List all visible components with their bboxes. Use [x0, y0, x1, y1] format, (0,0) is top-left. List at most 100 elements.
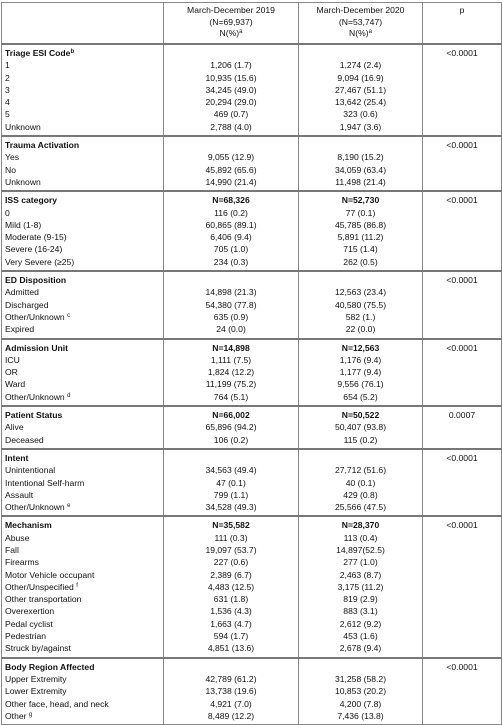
cell-value: 654 (5.2) — [343, 391, 378, 402]
cell-value: 22 (0.0) — [345, 324, 376, 335]
header-cell: p — [422, 2, 502, 45]
section-n — [302, 139, 419, 151]
header-cell — [1, 2, 164, 45]
value-cell: N=50,522 50,407 (93.8) 115 (0.2) — [298, 405, 423, 450]
cell-value: 429 (0.8) — [343, 489, 378, 500]
cell-value: 764 (5.1) — [213, 391, 249, 402]
cell-value: 106 (0.2) — [213, 434, 249, 445]
value-cell: 1,206 (1.7) 10,935 (15.6) 34,245 (49.0) 20,… — [163, 43, 299, 137]
section-title: ISS category — [5, 194, 160, 206]
value-cell: 31,258 (58.2) 10,853 (20.2) 4,200 (7.8) 7,4… — [298, 657, 423, 725]
row-label-text: 3 — [5, 84, 10, 95]
section-n — [302, 47, 419, 59]
value-cell: 42,789 (61.2) 13,738 (19.6) 4,921 (7.0) 8,4… — [163, 657, 299, 725]
section-title-text: ISS category — [5, 195, 58, 206]
cell-value: 635 (0.9) — [213, 311, 249, 322]
row-label-text: Deceased — [5, 434, 44, 445]
cell-value: 594 (1.7) — [213, 631, 249, 642]
cell-value: 34,245 (49.0) — [205, 84, 257, 95]
row-label: Other/Unknown c — [5, 311, 160, 323]
section-n: N=28,370 — [341, 520, 380, 531]
cell-value: 1,177 (9.4) — [339, 367, 382, 378]
row-label: Intentional Self-harm — [5, 477, 160, 489]
row-label-text: Other — [5, 710, 27, 721]
section-title: Body Region Affected — [5, 661, 160, 673]
label-cell: ED Disposition Admitted Discharged Other/Un… — [1, 270, 164, 340]
cell-value: 50,407 (93.8) — [334, 422, 387, 433]
label-cell: Trauma Activation Yes No Unknown — [1, 135, 164, 192]
p-value: <0.0001 — [446, 48, 478, 58]
cell-value: 1,947 (3.6) — [339, 121, 382, 132]
section-n — [167, 139, 295, 151]
p-value: <0.0001 — [446, 661, 478, 672]
value-cell: N=28,370 113 (0.4) 14,897(52.5) 277 (1.0) 2,… — [298, 515, 423, 659]
section-row: Triage ESI Codeb 1 2 3 4 5 Unknown 1,206 (1.7)… — [1, 43, 502, 137]
cell-value: 24 (0.0) — [216, 324, 246, 335]
cell-value: 2,389 (6.7) — [210, 569, 252, 580]
cell-value: 115 (0.2) — [343, 434, 378, 445]
cell-value: 77 (0.1) — [345, 207, 376, 218]
cell-value: 27,712 (51.6) — [334, 465, 387, 476]
row-label-text: Assault — [5, 489, 34, 500]
section-n — [167, 47, 295, 59]
row-label-text: Pedestrian — [5, 631, 47, 642]
cell-value: 13,738 (19.6) — [205, 686, 257, 697]
cell-value: 9,556 (76.1) — [337, 379, 384, 390]
cell-value: 45,785 (86.8) — [334, 219, 387, 230]
cell-value: 2,788 (4.0) — [210, 121, 252, 132]
header-line: March-December 2020 — [302, 5, 419, 17]
row-label-text: Unknown — [5, 176, 41, 187]
header-text: N(%) — [219, 28, 240, 38]
cell-value: 819 (2.9) — [343, 594, 378, 605]
row-label: Expired — [5, 323, 160, 335]
p-cell: <0.0001 — [422, 43, 502, 137]
row-label: 4 — [5, 96, 160, 108]
header-line: March-December 2019 — [167, 5, 295, 17]
row-label-text: ICU — [5, 354, 20, 365]
row-label: Ward — [5, 378, 160, 390]
cell-value: 262 (0.5) — [343, 256, 378, 267]
row-label-text: 5 — [5, 109, 10, 120]
p-cell: 0.0007 — [422, 405, 502, 450]
cell-value: 12,563 (23.4) — [334, 287, 387, 298]
label-cell: Admission Unit ICU OR Ward Other/Unknown d — [1, 338, 164, 407]
cell-value: 1,176 (9.4) — [339, 354, 382, 365]
cell-value: 582 (1.) — [345, 311, 376, 322]
cell-value: 3,175 (11.2) — [337, 581, 384, 592]
header-row: March-December 2019 (N=69,937) N(%)a March-… — [1, 2, 502, 45]
row-label: Unintentional — [5, 464, 160, 476]
cell-value: 453 (1.6) — [343, 631, 378, 642]
cell-value: 2,612 (9.2) — [339, 618, 382, 629]
row-label: 1 — [5, 59, 160, 71]
row-label: Assault — [5, 489, 160, 501]
section-n — [302, 661, 419, 673]
p-value: <0.0001 — [446, 452, 478, 463]
p-value: <0.0001 — [446, 520, 478, 531]
cell-value: 11,199 (75.2) — [205, 379, 257, 390]
header-cell: March-December 2020 (N=53,747) N(%)a — [298, 2, 423, 45]
header-text: (N=53,747) — [338, 16, 383, 27]
footnote-mark: e — [67, 503, 71, 510]
row-label: Overexertion — [5, 605, 160, 617]
cell-value: 34,059 (63.4) — [334, 164, 387, 175]
cell-value: 42,789 (61.2) — [205, 673, 257, 684]
cell-value: 45,892 (65.6) — [205, 164, 257, 175]
row-label-text: Other/Unknown — [5, 311, 65, 322]
footnote-mark: a — [368, 29, 372, 35]
section-n: N=50,522 — [341, 410, 380, 421]
row-label: Other/Unknown d — [5, 391, 160, 403]
cell-value: 2,678 (9.4) — [339, 643, 382, 654]
row-label: Unknown — [5, 121, 160, 133]
row-label-text: Other/Unknown — [5, 502, 65, 513]
cell-value: 34,563 (49.4) — [205, 465, 257, 476]
row-label-text: Severe (16-24) — [5, 244, 63, 255]
row-label: Alive — [5, 421, 160, 433]
row-label: Other g — [5, 710, 160, 722]
section-n: N=14,898 — [212, 342, 250, 353]
label-cell: Mechanism Abuse Fall Firearms Motor Vehicle … — [1, 515, 164, 659]
header-cell: March-December 2019 (N=69,937) N(%)a — [163, 2, 299, 45]
cell-value: 631 (1.8) — [213, 594, 249, 605]
footnote-mark: f — [76, 582, 78, 589]
value-cell: N=12,563 1,176 (9.4) 1,177 (9.4) 9,556 (76.… — [298, 338, 423, 407]
